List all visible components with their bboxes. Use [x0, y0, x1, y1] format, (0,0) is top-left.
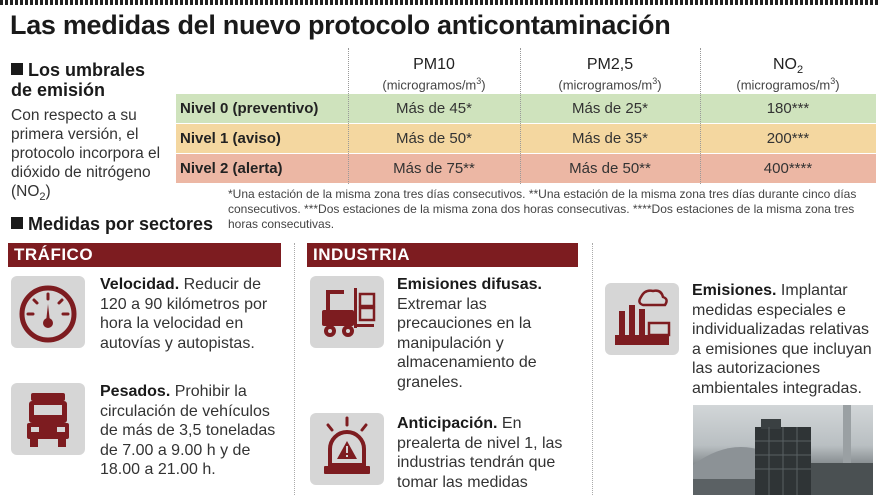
umbrales-heading: Los umbrales de emisión [11, 60, 146, 100]
cell-no2: 400**** [763, 160, 813, 177]
col-header-pm10: PM10 (microgramos/m3) [382, 56, 486, 93]
table-row-nivel-2: Nivel 2 (alerta) Más de 75** Más de 50**… [176, 154, 876, 183]
speedometer-icon [11, 276, 85, 348]
sectores-heading: Medidas por sectores [11, 214, 213, 234]
alarm-light-icon [310, 413, 384, 485]
bullet-square-icon [11, 217, 23, 229]
cell-pm10: Más de 50* [396, 130, 472, 147]
band-industria: INDUSTRIA [307, 243, 578, 267]
item-emisiones: Emisiones. Implantar medidas especiales … [692, 282, 872, 397]
cell-no2: 180*** [766, 100, 810, 117]
cell-pm25: Más de 35* [572, 130, 648, 147]
forklift-icon [310, 276, 384, 348]
cell-pm10: Más de 45* [396, 100, 472, 117]
row-label: Nivel 0 (preventivo) [180, 100, 319, 117]
cell-pm25: Más de 50** [569, 160, 651, 177]
umbrales-intro: Con respecto a su primera versión, el pr… [11, 107, 161, 204]
row-label: Nivel 2 (alerta) [180, 160, 283, 177]
row-label: Nivel 1 (aviso) [180, 130, 281, 147]
band-trafico: TRÁFICO [8, 243, 281, 267]
factory-icon [605, 283, 679, 355]
cell-pm10: Más de 75** [393, 160, 475, 177]
bullet-square-icon [11, 63, 23, 75]
truck-icon [11, 383, 85, 455]
column-separator [294, 243, 295, 495]
column-separator [592, 243, 593, 495]
cell-no2: 200*** [766, 130, 810, 147]
table-row-nivel-1: Nivel 1 (aviso) Más de 50* Más de 35* 20… [176, 124, 876, 153]
page-title: Las medidas del nuevo protocolo anticont… [10, 10, 671, 40]
top-rule [0, 0, 880, 5]
col-header-no2: NO2 (microgramos/m3) [736, 56, 840, 93]
item-velocidad: Velocidad. Reducir de 120 a 90 kilómetro… [100, 276, 268, 352]
column-divider [700, 48, 701, 184]
column-divider [348, 48, 349, 184]
item-pesados: Pesados. Prohibir la circulación de vehí… [100, 383, 276, 478]
table-footnote: *Una estación de la misma zona tres días… [228, 187, 857, 231]
col-header-pm25: PM2,5 (microgramos/m3) [558, 56, 662, 93]
item-anticipacion: Anticipación. En prealerta de nivel 1, l… [397, 415, 563, 491]
column-divider [520, 48, 521, 184]
table-row-nivel-0: Nivel 0 (preventivo) Más de 45* Más de 2… [176, 94, 876, 123]
cell-pm25: Más de 25* [572, 100, 648, 117]
industrial-plant-photo [693, 405, 873, 495]
item-emisiones-difusas: Emisiones difusas. Extremar las precauci… [397, 276, 542, 391]
